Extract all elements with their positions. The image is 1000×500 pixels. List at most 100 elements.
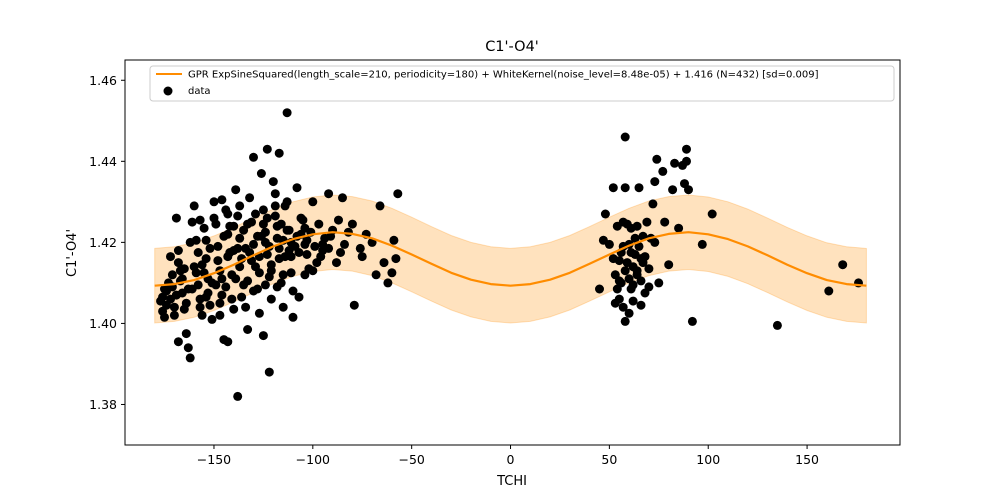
data-point [201, 292, 211, 302]
data-point [217, 195, 227, 205]
data-point [620, 316, 630, 326]
x-tick-label: −50 [398, 452, 424, 467]
data-point [644, 282, 654, 292]
data-point [215, 298, 225, 308]
data-point [302, 235, 312, 245]
data-point [288, 286, 298, 296]
data-point [229, 304, 239, 314]
x-tick-label: 100 [696, 452, 720, 467]
data-point [181, 298, 191, 308]
data-point [266, 266, 276, 276]
data-point [371, 270, 381, 280]
data-point [169, 310, 179, 320]
data-point [171, 213, 181, 223]
data-point [231, 274, 241, 284]
data-point [389, 235, 399, 245]
data-point [256, 169, 266, 178]
data-point [634, 183, 644, 193]
data-point [314, 219, 324, 229]
data-point [682, 156, 691, 166]
data-point [249, 286, 258, 296]
data-point [626, 248, 636, 257]
data-point [288, 312, 298, 322]
data-point [614, 294, 624, 304]
data-point [229, 221, 239, 231]
data-point [334, 215, 343, 225]
data-point [648, 199, 658, 209]
scatter-points-layer [156, 108, 863, 401]
data-point [166, 252, 175, 262]
data-point [375, 201, 385, 211]
data-point [387, 268, 397, 278]
data-point [207, 278, 217, 288]
data-point [652, 154, 662, 164]
data-point [608, 183, 618, 193]
data-point [308, 266, 318, 276]
data-point [223, 337, 233, 347]
data-point [391, 254, 401, 264]
data-point [324, 243, 334, 253]
data-point [274, 148, 284, 158]
data-point [187, 217, 197, 227]
data-point [243, 219, 253, 229]
x-axis: −150 −100 −50 0 50 100 150 [197, 445, 819, 467]
data-point [183, 343, 193, 353]
data-point [347, 219, 357, 229]
data-point [642, 217, 652, 227]
data-point [670, 158, 680, 168]
data-point [215, 310, 225, 320]
data-point [205, 300, 215, 310]
data-point [284, 225, 294, 235]
data-point [193, 248, 203, 257]
data-point [838, 260, 848, 270]
data-point [262, 144, 272, 154]
data-point [600, 209, 610, 219]
data-point [197, 310, 207, 320]
data-point [357, 252, 367, 262]
data-point [664, 260, 674, 270]
data-point [632, 266, 642, 276]
data-point [243, 325, 253, 334]
data-point [266, 294, 276, 304]
data-point [650, 177, 660, 187]
y-axis-label: C1'-O4' [65, 229, 80, 277]
data-point [310, 241, 320, 251]
data-point [262, 250, 272, 259]
data-point [167, 270, 177, 280]
data-point [632, 221, 642, 231]
data-point [300, 270, 310, 280]
data-point [614, 276, 624, 286]
data-point [292, 183, 302, 193]
data-point [160, 284, 169, 294]
data-point [235, 201, 245, 211]
data-point [173, 246, 183, 255]
data-point [654, 278, 664, 288]
data-point [235, 262, 245, 272]
data-point [332, 258, 341, 268]
data-point [264, 367, 274, 377]
data-point [233, 211, 243, 221]
data-point [229, 246, 239, 255]
data-point [205, 243, 215, 253]
data-point [270, 189, 280, 199]
data-point [614, 256, 624, 266]
data-point [175, 266, 185, 276]
data-point [824, 286, 834, 296]
data-point [217, 274, 227, 284]
data-point [173, 337, 183, 347]
data-point [270, 201, 280, 211]
data-point [595, 284, 604, 294]
data-point [668, 185, 678, 195]
data-point [628, 280, 638, 290]
data-point [245, 193, 255, 203]
data-point [660, 217, 670, 227]
data-point [302, 250, 312, 259]
data-point [383, 278, 393, 288]
data-point [254, 308, 264, 318]
data-point [199, 223, 209, 233]
data-point [217, 290, 227, 300]
data-point [697, 239, 707, 249]
data-point [772, 320, 782, 330]
data-point [272, 282, 282, 292]
data-point [237, 292, 247, 302]
